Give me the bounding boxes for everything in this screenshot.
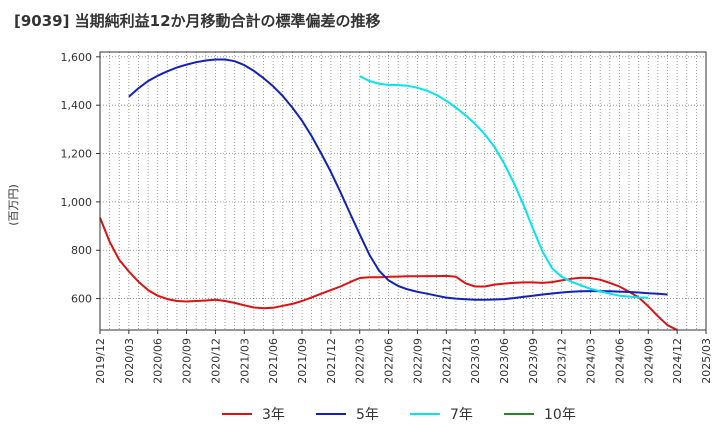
legend-label-3年: 3年 [262,407,285,423]
x-tick-label: 2023/09 [527,338,540,384]
y-tick-label: 1,200 [61,148,93,161]
legend-label-5年: 5年 [356,407,379,423]
x-tick-label: 2020/06 [152,338,165,384]
legend: 3年 5年 7年 10年 [222,407,576,423]
y-tick-label: 600 [71,293,92,306]
y-tick-label: 1,000 [61,196,93,209]
legend-label-7年: 7年 [450,407,473,423]
x-tick-label: 2022/06 [383,338,396,384]
x-tick-label: 2024/06 [613,338,626,384]
x-tick-label: 2021/12 [325,338,338,384]
x-tick-label: 2021/09 [296,338,309,384]
x-tick-label: 2023/03 [469,338,482,384]
x-tick-label: 2024/09 [642,338,655,384]
y-tick-label: 1,400 [61,99,93,112]
plot-frame [99,51,707,331]
x-axis-ticks: 2019/12 2020/03 2020/06 2020/09 2020/12 2021/… [94,330,713,384]
y-tick-label: 1,600 [61,51,93,64]
x-tick-label: 2023/06 [498,338,511,384]
series-line-7年 [359,75,649,299]
series-line-3年 [99,217,678,331]
x-tick-label: 2024/12 [671,338,684,384]
x-tick-label: 2020/09 [181,338,194,384]
series-line-5年 [128,58,668,301]
x-tick-label: 2020/03 [123,338,136,384]
x-tick-label: 2022/09 [411,338,424,384]
legend-label-10年: 10年 [544,407,576,423]
chart-title: [9039] 当期純利益12か月移動合計の標準偏差の推移 [14,12,381,30]
x-tick-label: 2021/06 [267,338,280,384]
y-axis-label: (百万円) [7,184,20,226]
x-tick-label: 2025/03 [700,338,713,384]
grid [100,52,706,330]
series-lines [99,58,678,331]
x-tick-label: 2019/12 [94,338,107,384]
y-axis-ticks: 600 800 1,000 1,200 1,400 1,600 [61,51,100,306]
x-tick-label: 2022/12 [440,338,453,384]
x-tick-label: 2023/12 [556,338,569,384]
x-tick-label: 2021/03 [238,338,251,384]
x-tick-label: 2020/12 [209,338,222,384]
x-tick-label: 2022/03 [354,338,367,384]
y-tick-label: 800 [71,244,92,257]
x-tick-label: 2024/03 [585,338,598,384]
